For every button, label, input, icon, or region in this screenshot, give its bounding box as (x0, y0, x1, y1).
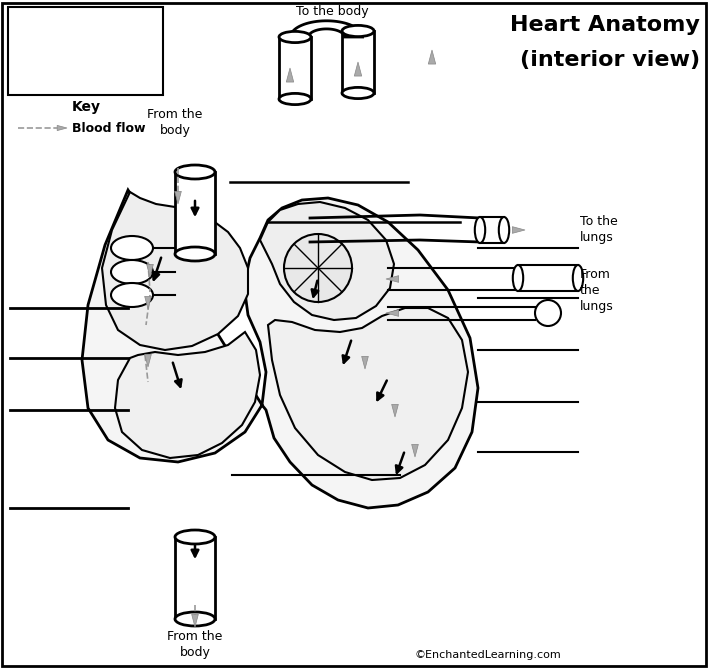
Ellipse shape (513, 265, 523, 291)
Polygon shape (362, 356, 369, 369)
Polygon shape (115, 332, 260, 458)
Polygon shape (147, 265, 153, 277)
Polygon shape (391, 404, 398, 417)
Polygon shape (82, 190, 478, 508)
Ellipse shape (111, 283, 153, 307)
Bar (175, 537, 215, 619)
Bar (342, 31, 374, 93)
Ellipse shape (111, 260, 153, 284)
Circle shape (284, 234, 352, 302)
Bar (518, 265, 578, 291)
Bar (175, 172, 215, 254)
Bar (8, 7, 163, 95)
Text: From the
body: From the body (147, 108, 203, 137)
Ellipse shape (279, 31, 311, 43)
Text: From
the
lungs: From the lungs (580, 268, 614, 313)
Text: Heart Anatomy: Heart Anatomy (510, 15, 700, 35)
Polygon shape (174, 191, 182, 204)
Polygon shape (412, 444, 418, 457)
Polygon shape (286, 68, 294, 82)
Text: ©EnchantedLearning.com: ©EnchantedLearning.com (415, 650, 562, 660)
Ellipse shape (342, 88, 374, 99)
Ellipse shape (279, 94, 311, 105)
Ellipse shape (111, 236, 153, 260)
Polygon shape (291, 21, 362, 37)
Ellipse shape (175, 530, 215, 544)
Polygon shape (386, 310, 398, 317)
Circle shape (535, 300, 561, 326)
Ellipse shape (475, 217, 485, 243)
Text: To the
lungs: To the lungs (580, 215, 618, 244)
Ellipse shape (175, 247, 215, 261)
Text: Blood flow: Blood flow (72, 122, 145, 135)
Polygon shape (354, 62, 362, 76)
Ellipse shape (175, 612, 215, 626)
Ellipse shape (342, 25, 374, 37)
Polygon shape (428, 50, 436, 64)
Polygon shape (145, 354, 151, 367)
Polygon shape (513, 226, 525, 233)
Polygon shape (260, 202, 394, 320)
Polygon shape (145, 297, 151, 309)
Polygon shape (57, 126, 67, 131)
Polygon shape (386, 276, 398, 283)
Polygon shape (191, 615, 199, 627)
Bar (279, 37, 311, 99)
Text: Key: Key (72, 100, 101, 114)
Polygon shape (102, 192, 248, 350)
Text: To the body: To the body (296, 5, 368, 18)
Text: (interior view): (interior view) (520, 50, 700, 70)
Polygon shape (268, 308, 468, 480)
Bar (480, 217, 504, 243)
Ellipse shape (499, 217, 509, 243)
Ellipse shape (573, 265, 584, 291)
Ellipse shape (175, 165, 215, 179)
Text: From the
body: From the body (167, 630, 223, 659)
